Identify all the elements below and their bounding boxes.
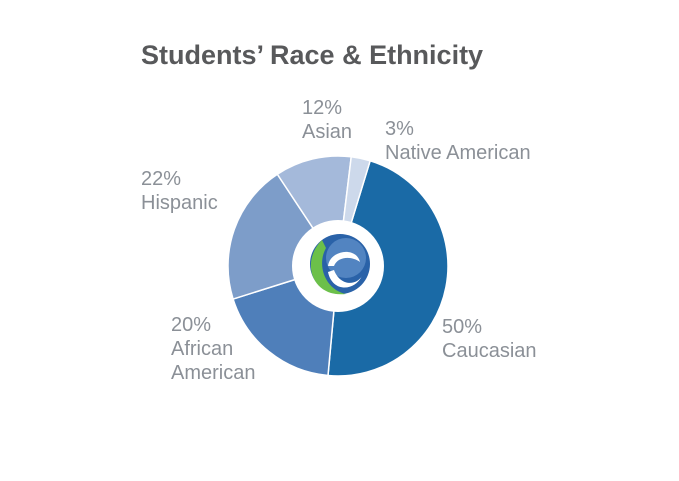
logo (310, 234, 370, 295)
category-label: African American (171, 338, 256, 384)
slice-label: 50% Caucasian (442, 315, 582, 363)
category-label: Native American (385, 142, 531, 164)
value-label: 22% (141, 168, 182, 190)
category-label: Hispanic (141, 192, 218, 214)
slice-label: 22% Hispanic (141, 167, 261, 215)
chart-title: Students’ Race & Ethnicity (141, 40, 484, 70)
value-label: 50% (442, 316, 483, 338)
slice-label: 3% Native American (385, 117, 585, 165)
category-label: Asian (302, 121, 353, 143)
category-label: Caucasian (442, 340, 537, 362)
slice (327, 159, 449, 377)
slice-label: 12% Asian (302, 96, 382, 144)
value-label: 12% (302, 97, 343, 119)
value-label: 20% (171, 314, 212, 336)
value-label: 3% (385, 118, 414, 140)
slice-label: 20% African American (171, 313, 271, 385)
